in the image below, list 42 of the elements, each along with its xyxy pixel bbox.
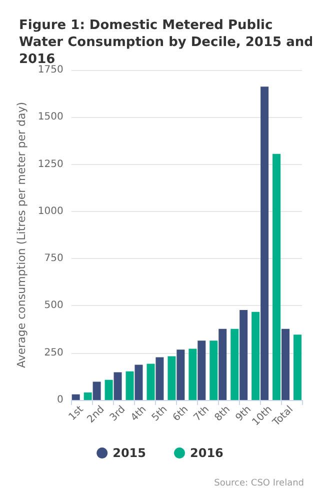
bar: [272, 154, 281, 400]
bar: [252, 312, 260, 400]
y-tick-label: 500: [44, 300, 64, 312]
x-tick-label: 3rd: [108, 404, 128, 424]
bar: [294, 334, 302, 400]
bar: [156, 357, 164, 400]
bar: [260, 86, 269, 400]
bar: [188, 348, 197, 400]
legend-label: 2015: [112, 446, 146, 460]
source-note: Source: CSO Ireland: [214, 478, 304, 488]
x-tick-label: 4th: [129, 404, 149, 424]
x-tick-label: 6th: [171, 404, 191, 424]
bar: [84, 392, 92, 400]
bar: [92, 382, 101, 400]
bar: [146, 364, 155, 400]
x-tick-label: 8th: [212, 404, 232, 424]
y-tick-label: 1500: [38, 112, 64, 123]
bar: [240, 310, 248, 400]
y-tick-label: 1750: [38, 64, 64, 76]
bar: [104, 380, 113, 400]
bar: [218, 328, 227, 400]
bar: [210, 340, 218, 400]
y-tick-label: 250: [44, 347, 64, 358]
y-axis-title: Average consumption (Litres per meter per day): [15, 102, 28, 368]
x-tick-label: 9th: [234, 404, 254, 424]
x-tick-label: 5th: [150, 404, 170, 424]
bar: [198, 340, 206, 400]
bar: [114, 372, 122, 400]
bar: [230, 328, 239, 400]
bar: [176, 350, 185, 400]
bar: [134, 364, 143, 400]
y-tick-label: 0: [56, 394, 64, 406]
y-tick-label: 1000: [38, 206, 64, 217]
bar: [72, 394, 80, 400]
y-tick-label: 750: [44, 253, 64, 264]
bar: [126, 371, 134, 400]
x-tick-label: 7th: [192, 404, 212, 424]
x-tick-label: 1st: [66, 404, 86, 423]
bar: [282, 328, 290, 400]
bar: [168, 356, 176, 400]
y-tick-label: 1250: [38, 158, 64, 170]
legend-label: 2016: [190, 446, 224, 460]
